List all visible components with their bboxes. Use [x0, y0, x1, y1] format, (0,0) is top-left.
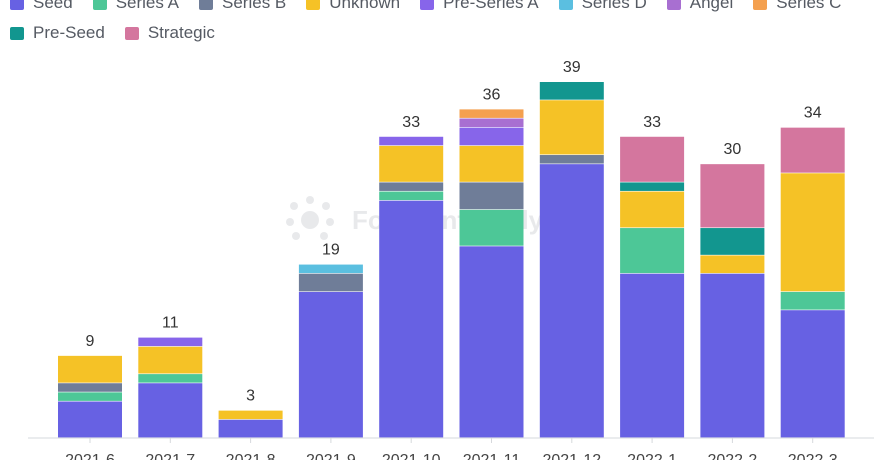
legend-label: Pre-Seed — [33, 23, 105, 42]
legend-swatch — [420, 0, 435, 10]
bar-segment-series-a[interactable] — [459, 209, 524, 246]
legend-item-series-c[interactable]: Series C — [753, 0, 841, 13]
bar-total-label: 3 — [246, 388, 255, 405]
bar-total-label: 9 — [86, 333, 95, 350]
bar-segment-unknown[interactable] — [700, 255, 765, 274]
bar-segment-pre-seed[interactable] — [620, 182, 685, 191]
bar-segment-seed[interactable] — [459, 246, 524, 438]
legend-item-series-a[interactable]: Series A — [92, 0, 180, 13]
bar-segment-series-a[interactable] — [620, 228, 685, 274]
legend-row: Pre-Seed Strategic — [10, 18, 880, 48]
x-axis: 2021-6 2021-7 2021-8 2021-9 2021-10 2021-11 20… — [28, 437, 874, 460]
legend-item-series-b[interactable]: Series B — [199, 0, 286, 13]
bar-segment-series-b[interactable] — [58, 383, 122, 392]
bar-segment-seed[interactable] — [379, 200, 444, 438]
bars-layer — [58, 82, 845, 438]
bar-segment-unknown[interactable] — [138, 346, 203, 374]
bar-total-label: 34 — [804, 105, 822, 122]
bar-total-label: 39 — [563, 59, 581, 76]
bar-segment-series-c[interactable] — [459, 109, 524, 118]
bar-total-label: 33 — [402, 114, 420, 131]
bar-segment-seed[interactable] — [700, 273, 765, 438]
legend-swatch — [753, 0, 768, 10]
x-tick-label: 2022-1 — [627, 452, 677, 460]
bar-segment-strategic[interactable] — [700, 164, 765, 228]
x-tick-label: 2021-8 — [226, 452, 276, 460]
x-tick-label: 2021-10 — [382, 452, 441, 460]
bar-segment-series-b[interactable] — [298, 273, 363, 292]
x-tick-label: 2022-2 — [707, 452, 757, 460]
bar-segment-series-b[interactable] — [459, 182, 524, 210]
bar-segment-seed[interactable] — [539, 164, 604, 438]
bar-segment-seed[interactable] — [298, 291, 363, 438]
bar-segment-pre-series-a[interactable] — [459, 127, 524, 146]
legend-swatch — [92, 0, 107, 10]
bar-segment-series-a[interactable] — [379, 191, 444, 201]
legend-swatch — [558, 0, 573, 10]
bar-segment-pre-seed[interactable] — [539, 82, 604, 100]
bar-segment-seed[interactable] — [620, 273, 685, 438]
bar-total-label: 36 — [483, 86, 501, 103]
bar-segment-pre-series-a[interactable] — [379, 136, 444, 146]
bar-segment-unknown[interactable] — [218, 410, 283, 420]
legend-label: Pre-Series A — [443, 0, 539, 12]
legend-swatch — [666, 0, 681, 10]
bar-segment-strategic[interactable] — [620, 136, 685, 182]
legend-label: Series B — [222, 0, 287, 12]
legend-swatch — [124, 26, 139, 40]
legend-label: Angel — [689, 0, 734, 12]
bar-segment-seed[interactable] — [138, 383, 203, 438]
x-tick-label: 2021-6 — [65, 452, 115, 460]
legend-swatch — [10, 0, 24, 10]
legend-swatch — [306, 0, 321, 10]
total-labels-layer: 9 11 3 19 33 36 39 33 30 34 — [86, 59, 822, 405]
bar-segment-unknown[interactable] — [459, 145, 524, 182]
x-tick-label: 2021-9 — [306, 452, 356, 460]
bar-total-label: 33 — [643, 114, 661, 131]
bar-total-label: 30 — [724, 141, 742, 158]
bar-segment-series-d[interactable] — [298, 264, 363, 274]
bar-segment-seed[interactable] — [218, 419, 283, 438]
legend-label: Series D — [581, 0, 647, 12]
legend-label: Seed — [33, 0, 73, 12]
bar-segment-series-b[interactable] — [539, 155, 604, 164]
bar-segment-series-a[interactable] — [58, 392, 122, 401]
bar-segment-series-a[interactable] — [138, 374, 203, 383]
x-tick-label: 2021-12 — [542, 452, 601, 460]
legend-swatch — [199, 0, 214, 10]
bar-total-label: 19 — [322, 242, 340, 259]
legend-item-unknown[interactable]: Unknown — [306, 0, 400, 13]
bar-segment-unknown[interactable] — [539, 100, 604, 155]
legend-item-strategic[interactable]: Strategic — [124, 23, 215, 43]
bar-segment-seed[interactable] — [58, 401, 122, 438]
legend-item-pre-series-a[interactable]: Pre-Series A — [420, 0, 539, 13]
bar-segment-unknown[interactable] — [620, 191, 685, 228]
x-tick-label: 2021-11 — [463, 452, 521, 460]
legend-item-pre-seed[interactable]: Pre-Seed — [10, 23, 105, 43]
bar-segment-strategic[interactable] — [780, 127, 845, 173]
bar-segment-pre-series-a[interactable] — [138, 337, 203, 347]
legend-item-angel[interactable]: Angel — [666, 0, 734, 13]
bar-segment-pre-seed[interactable] — [700, 228, 765, 255]
bar-segment-series-a[interactable] — [780, 291, 845, 310]
bar-segment-seed[interactable] — [780, 310, 845, 438]
bar-segment-unknown[interactable] — [58, 355, 122, 383]
bar-segment-unknown[interactable] — [379, 145, 444, 182]
bar-total-label: 11 — [162, 315, 179, 332]
x-tick-label: 2021-7 — [145, 452, 195, 460]
bar-segment-unknown[interactable] — [780, 173, 845, 292]
legend-swatch — [10, 26, 24, 40]
chart-legend: Seed Series A Series B Unknown Pre-Series A S… — [10, 0, 880, 48]
legend-item-seed[interactable]: Seed — [10, 0, 73, 13]
x-tick-label: 2022-3 — [788, 452, 838, 460]
bar-segment-angel[interactable] — [459, 118, 524, 128]
legend-label: Unknown — [329, 0, 401, 12]
legend-label: Series C — [776, 0, 842, 12]
legend-row: Seed Series A Series B Unknown Pre-Series A S… — [10, 0, 880, 18]
legend-item-series-d[interactable]: Series D — [558, 0, 647, 13]
bar-segment-series-b[interactable] — [379, 182, 444, 191]
legend-label: Series A — [115, 0, 180, 12]
legend-label: Strategic — [147, 23, 215, 42]
